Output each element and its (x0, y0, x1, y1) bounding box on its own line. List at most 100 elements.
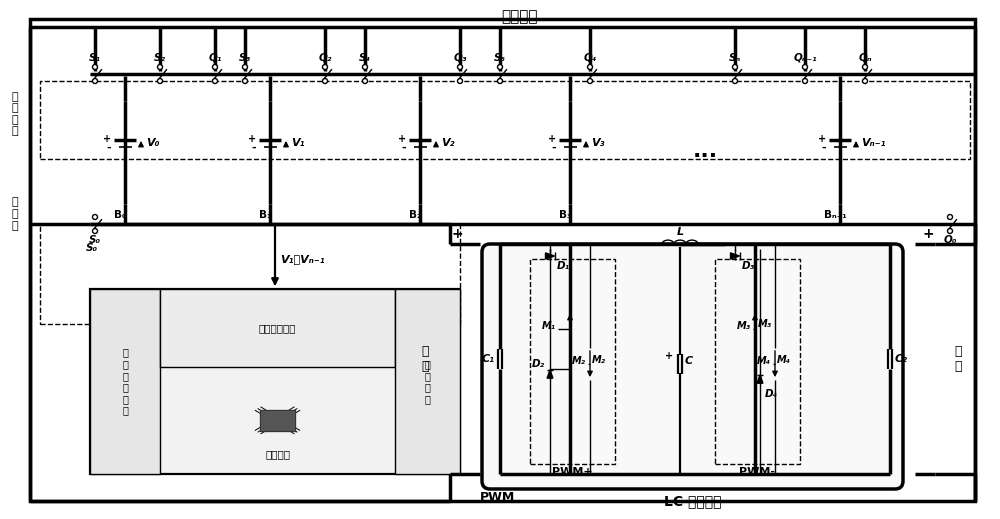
Circle shape (802, 78, 808, 84)
Bar (90, 289, 160, 474)
Text: M₂: M₂ (572, 356, 586, 366)
Circle shape (158, 64, 162, 70)
Text: M₁: M₁ (542, 321, 556, 331)
Text: S₅: S₅ (494, 53, 506, 63)
Text: 多
路
选
通
开
关: 多 路 选 通 开 关 (122, 348, 128, 416)
Polygon shape (757, 375, 763, 383)
Text: Vₙ₋₁: Vₙ₋₁ (861, 139, 886, 148)
Circle shape (498, 64, 503, 70)
Text: M₄: M₄ (777, 355, 791, 365)
Text: C: C (685, 356, 693, 366)
Circle shape (322, 78, 328, 84)
Text: D₃: D₃ (742, 261, 755, 271)
Text: C₁: C₁ (482, 354, 495, 364)
Circle shape (498, 78, 503, 84)
Text: D₂: D₂ (532, 359, 545, 369)
Bar (40, 224, 460, 324)
Circle shape (92, 214, 98, 220)
Circle shape (732, 78, 738, 84)
Circle shape (862, 64, 868, 70)
Text: PWM+: PWM+ (552, 467, 593, 477)
Text: Q₂: Q₂ (318, 53, 332, 63)
Text: 输
出: 输 出 (954, 345, 962, 373)
Text: ...: ... (692, 141, 718, 161)
Circle shape (92, 78, 98, 84)
Polygon shape (260, 409, 295, 431)
Bar (160, 289, 395, 367)
Text: S₂: S₂ (154, 53, 166, 63)
Text: 开
关
模
块: 开 关 模 块 (12, 91, 18, 136)
Text: -: - (821, 143, 826, 153)
Text: V₂: V₂ (441, 139, 454, 148)
Text: Sₙ: Sₙ (729, 53, 741, 63)
Bar (715, 259, 800, 464)
Text: +: + (248, 134, 256, 144)
Circle shape (458, 64, 462, 70)
Text: S₃: S₃ (239, 53, 251, 63)
Text: +: + (398, 134, 406, 144)
Circle shape (948, 214, 952, 220)
Circle shape (732, 64, 738, 70)
Text: PWM: PWM (480, 491, 515, 504)
Circle shape (212, 78, 218, 84)
Text: +: + (818, 134, 826, 144)
Text: -: - (251, 143, 256, 153)
Text: D₁: D₁ (557, 261, 570, 271)
Circle shape (362, 64, 368, 70)
Circle shape (242, 78, 248, 84)
Text: +: + (451, 227, 463, 241)
Text: V₁～Vₙ₋₁: V₁～Vₙ₋₁ (280, 254, 325, 264)
Text: M₂: M₂ (592, 355, 606, 365)
Text: C₂: C₂ (895, 354, 908, 364)
Bar (90, 289, 460, 474)
Text: S₀: S₀ (86, 243, 98, 253)
Circle shape (242, 64, 248, 70)
Text: Qₙ₋₁: Qₙ₋₁ (793, 53, 817, 63)
Text: 输
入: 输 入 (421, 345, 429, 373)
Text: -: - (454, 467, 460, 482)
Text: +: + (922, 227, 934, 241)
Text: PWM-: PWM- (740, 467, 776, 477)
Text: Q₀: Q₀ (943, 235, 957, 245)
Text: B₁: B₁ (259, 210, 271, 220)
Text: Qₙ: Qₙ (858, 53, 872, 63)
Text: V₁: V₁ (291, 139, 304, 148)
Circle shape (862, 78, 868, 84)
Text: Bₙ₋₁: Bₙ₋₁ (824, 210, 846, 220)
Text: Q₁: Q₁ (208, 53, 222, 63)
Text: M₃: M₃ (737, 321, 751, 331)
Circle shape (158, 78, 162, 84)
Text: S₀: S₀ (89, 235, 101, 245)
Circle shape (802, 64, 808, 70)
Text: M₃: M₃ (758, 319, 772, 329)
Circle shape (322, 64, 328, 70)
Text: B₀: B₀ (114, 210, 126, 220)
FancyBboxPatch shape (482, 244, 903, 489)
Text: V₀: V₀ (146, 139, 160, 148)
Text: 微控制器: 微控制器 (265, 449, 290, 459)
Text: -: - (106, 143, 111, 153)
Text: -: - (925, 467, 931, 482)
Circle shape (588, 78, 592, 84)
Text: Q₃: Q₃ (453, 53, 467, 63)
Circle shape (948, 228, 952, 234)
Circle shape (458, 78, 462, 84)
Text: B₃: B₃ (559, 210, 571, 220)
Text: +: + (548, 134, 556, 144)
Text: Q₄: Q₄ (583, 53, 597, 63)
Bar (530, 259, 615, 464)
Polygon shape (546, 253, 554, 259)
Circle shape (362, 78, 368, 84)
Text: -: - (551, 143, 556, 153)
Text: 驱
动
电
路: 驱 动 电 路 (425, 359, 430, 404)
Text: V₃: V₃ (591, 139, 604, 148)
Text: 电压检测电路: 电压检测电路 (259, 323, 296, 333)
Polygon shape (730, 253, 740, 259)
Text: -: - (401, 143, 406, 153)
Circle shape (92, 64, 98, 70)
Circle shape (588, 64, 592, 70)
Text: S₄: S₄ (359, 53, 371, 63)
Bar (40, 81, 970, 159)
Text: 均衡母线: 均衡母线 (502, 9, 538, 24)
Text: 总
开
关: 总 开 关 (12, 197, 18, 230)
